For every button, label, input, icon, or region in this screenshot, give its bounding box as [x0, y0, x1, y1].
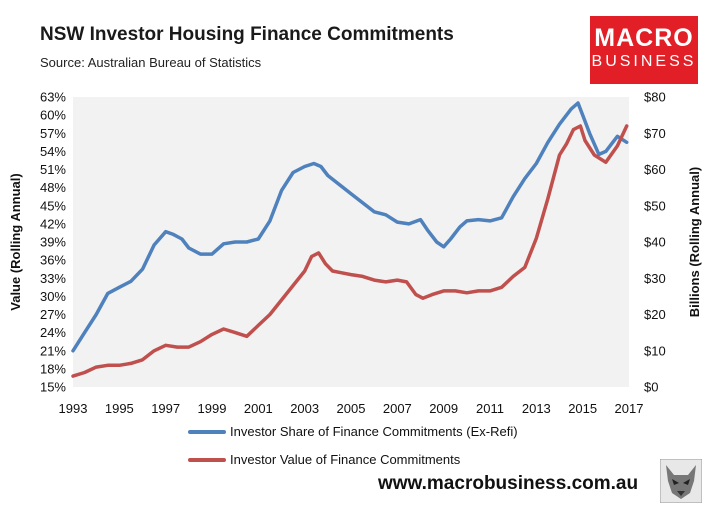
- series-line-investor-value: [71, 124, 629, 378]
- legend-swatch-value: [188, 457, 226, 462]
- right-y-tick-label: $10: [644, 343, 666, 358]
- legend-label-value: Investor Value of Finance Commitments: [230, 452, 461, 467]
- left-y-tick-label: 15%: [40, 380, 66, 395]
- wolf-logo-icon: [660, 459, 702, 503]
- website-url: www.macrobusiness.com.au: [378, 473, 639, 494]
- x-tick-label-2007: 2007: [383, 401, 412, 416]
- left-y-tick-label: 54%: [40, 144, 66, 159]
- x-tick-label-1999: 1999: [198, 401, 227, 416]
- left-y-tick-label: 57%: [40, 126, 66, 141]
- legend-label-share: Investor Share of Finance Commitments (E…: [230, 424, 518, 439]
- left-y-tick-label: 42%: [40, 216, 66, 231]
- left-y-tick-label: 39%: [40, 235, 66, 250]
- left-y-tick-label: 45%: [40, 198, 66, 213]
- x-tick-label-1993: 1993: [59, 401, 88, 416]
- left-y-tick-label: 27%: [40, 307, 66, 322]
- right-y-tick-label: $80: [644, 90, 666, 105]
- left-y-tick-label: 21%: [40, 343, 66, 358]
- right-y-tick-label: $50: [644, 198, 666, 213]
- left-y-tick-label: 51%: [40, 162, 66, 177]
- macrobusiness-logo: MACRO BUSINESS: [590, 16, 698, 84]
- x-tick-label-2003: 2003: [290, 401, 319, 416]
- left-y-tick-label: 18%: [40, 361, 66, 376]
- x-tick-label-1997: 1997: [151, 401, 180, 416]
- left-y-axis-ticks: 15% 18% 21% 24% 27% 30% 33% 36% 39% 42% 45% 48% 51% 5…: [40, 90, 66, 395]
- x-tick-label-2001: 2001: [244, 401, 273, 416]
- x-tick-label-1995: 1995: [105, 401, 134, 416]
- left-y-tick-label: 24%: [40, 325, 66, 340]
- left-y-tick-label: 33%: [40, 271, 66, 286]
- left-y-tick-label: 48%: [40, 180, 66, 195]
- legend-item-share: Investor Share of Finance Commitments (E…: [188, 424, 518, 439]
- x-tick-label-2015: 2015: [568, 401, 597, 416]
- x-tick-label-2013: 2013: [522, 401, 551, 416]
- left-y-axis-label: Value (Rolling Annual): [8, 173, 23, 310]
- right-y-axis-ticks: $0 $10 $20 $30 $40 $50 $60 $70 $80: [644, 90, 666, 395]
- right-y-tick-label: $40: [644, 235, 666, 250]
- legend-item-value: Investor Value of Finance Commitments: [188, 452, 460, 467]
- x-tick-label-2005: 2005: [337, 401, 366, 416]
- left-y-tick-label: 63%: [40, 90, 66, 105]
- x-tick-label-2009: 2009: [429, 401, 458, 416]
- x-axis-ticks: 1993 1995 1997 1999 2001 2003 2005 2007 2009 2011…: [59, 401, 644, 416]
- right-y-tick-label: $0: [644, 380, 658, 395]
- left-y-tick-label: 60%: [40, 108, 66, 123]
- x-tick-label-2011: 2011: [476, 401, 504, 416]
- x-tick-label-2017: 2017: [615, 401, 644, 416]
- right-y-axis-label: Billions (Rolling Annual): [687, 167, 702, 317]
- right-y-tick-label: $20: [644, 307, 666, 322]
- chart-title: NSW Investor Housing Finance Commitments: [40, 24, 454, 45]
- chart-source: Source: Australian Bureau of Statistics: [40, 55, 262, 70]
- legend-swatch-share: [188, 429, 226, 434]
- logo-line-2: BUSINESS: [591, 53, 697, 70]
- right-y-tick-label: $60: [644, 162, 666, 177]
- left-y-tick-label: 30%: [40, 289, 66, 304]
- right-y-tick-label: $30: [644, 271, 666, 286]
- left-y-tick-label: 36%: [40, 253, 66, 268]
- logo-line-1: MACRO: [594, 24, 694, 52]
- series-line-investor-share: [71, 101, 629, 353]
- right-y-tick-label: $70: [644, 126, 666, 141]
